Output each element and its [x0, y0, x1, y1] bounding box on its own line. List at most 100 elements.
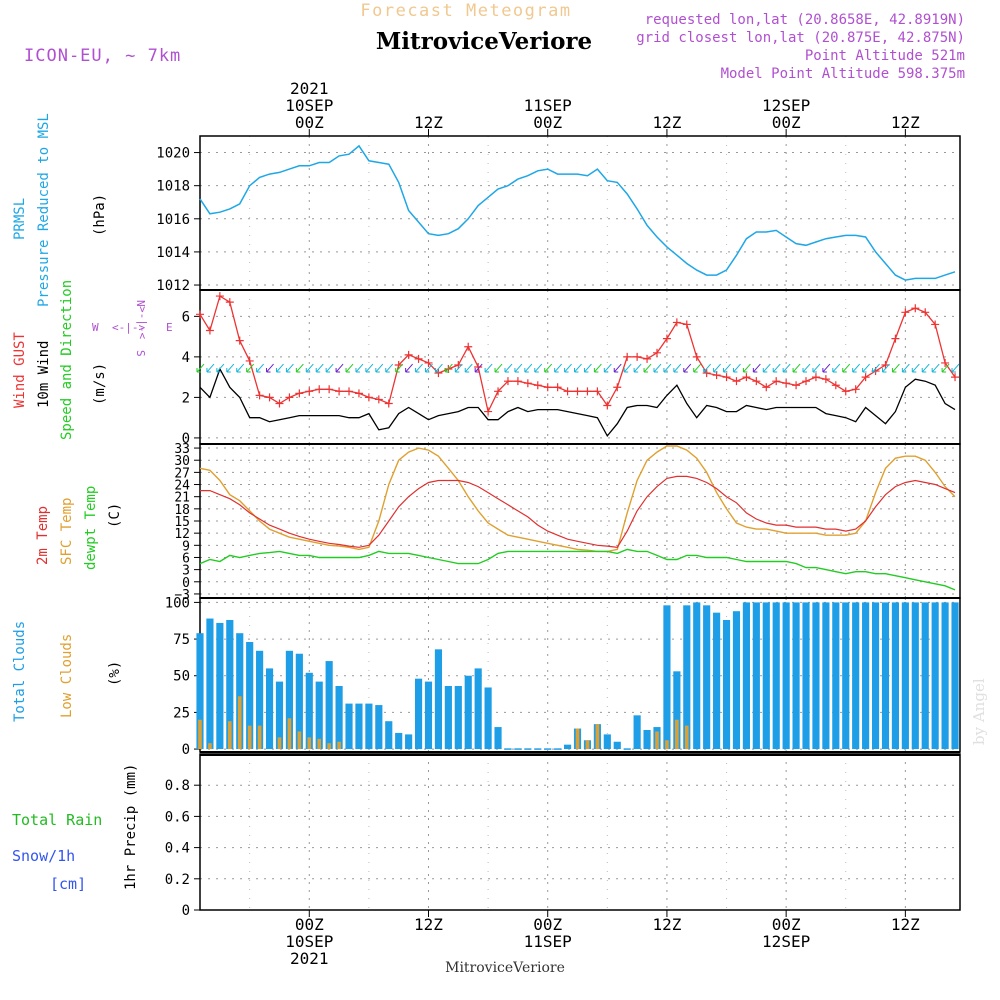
- xtick-bottom-label: 12Z: [652, 915, 681, 934]
- gust-point: [752, 377, 761, 386]
- wind-direction-arrow: [196, 363, 205, 373]
- panel-frame: [199, 753, 961, 911]
- ytick-label: 50: [173, 669, 190, 685]
- total-clouds-bar: [285, 650, 293, 750]
- ytick-label: 24: [174, 479, 190, 494]
- gust-point: [573, 387, 582, 396]
- ytick-label: 100: [165, 595, 190, 611]
- wind-direction-arrow: [524, 363, 533, 373]
- gust-point: [593, 387, 602, 396]
- ytick-label: 0.2: [165, 872, 190, 888]
- total-clouds-bar: [365, 703, 373, 750]
- wind-direction-arrow: [862, 363, 870, 373]
- wind-direction-arrow: [206, 363, 215, 373]
- gust-point: [901, 308, 910, 317]
- ytick-label: 0: [182, 431, 190, 447]
- total-clouds-bar: [862, 602, 870, 750]
- total-clouds-bar: [494, 727, 502, 750]
- ytick-label: 6: [182, 551, 190, 566]
- wind-direction-arrow: [454, 363, 463, 373]
- low-clouds-bar: [327, 743, 331, 750]
- wind-direction-arrow: [842, 363, 851, 373]
- wind-direction-arrow: [911, 363, 920, 373]
- gust-point: [196, 310, 204, 319]
- gust-point: [523, 379, 532, 388]
- ytick-label: 1012: [156, 278, 190, 294]
- wind-direction-arrow: [623, 363, 632, 373]
- wind-direction-arrow: [633, 363, 642, 373]
- ytick-label: 0.4: [165, 841, 190, 857]
- gust-point: [424, 358, 433, 367]
- total-clouds-bar: [713, 612, 721, 750]
- xtick-bottom-label: 00Z: [772, 915, 801, 934]
- wind-direction-arrow: [772, 363, 781, 373]
- pressure-line: [199, 144, 956, 281]
- wind-direction-arrow: [305, 363, 314, 373]
- xtick-top-label: 12SEP: [762, 96, 810, 115]
- gust-point: [384, 399, 393, 408]
- location-title: MitroviceVeriore: [376, 28, 592, 55]
- ytick-label: 15: [174, 515, 190, 530]
- xtick-top-label: 00Z: [533, 113, 562, 132]
- wind-direction-arrow: [881, 363, 890, 373]
- gust-point: [235, 336, 244, 345]
- gust-point: [494, 387, 503, 396]
- compass-rose: W <-|-> E N S >-|-<: [92, 300, 173, 357]
- gust-point: [821, 375, 830, 384]
- low-clouds-bar: [287, 718, 292, 750]
- low-clouds-bar: [575, 728, 580, 750]
- clouds-unit: (%): [107, 661, 123, 686]
- total-clouds-bar: [355, 703, 363, 750]
- low-clouds-bar: [665, 740, 669, 750]
- total-clouds-bar: [345, 703, 353, 750]
- wind-direction-arrow: [603, 363, 612, 373]
- forecast-meteogram-title: Forecast Meteogram: [360, 1, 571, 21]
- wind-direction-arrow: [355, 363, 364, 373]
- total-clouds-bar: [643, 730, 651, 750]
- gust-point: [732, 377, 741, 386]
- ytick-label: 33: [174, 442, 190, 457]
- gust-point: [811, 373, 820, 382]
- gust-point: [295, 389, 304, 398]
- total-clouds-bar: [911, 602, 919, 750]
- total-clouds-bar: [454, 686, 462, 750]
- gust-point: [533, 381, 542, 390]
- gust-point: [354, 389, 363, 398]
- wind-direction-arrow: [713, 363, 721, 373]
- gust-point: [643, 354, 652, 363]
- total-clouds-bar: [722, 620, 731, 750]
- wind-direction-arrow: [544, 363, 553, 373]
- precip-ylabel: 1hr Precip (mm): [123, 764, 139, 890]
- requested-lonlat: requested lon,lat (20.8658E, 42.8919N): [645, 12, 965, 28]
- gust-point: [772, 377, 781, 386]
- xtick-top-label: 12Z: [652, 113, 681, 132]
- total-clouds-bar: [921, 602, 929, 750]
- wind-direction-arrow: [256, 363, 264, 373]
- wind-direction-arrow: [474, 363, 483, 373]
- total-clouds-bar: [693, 602, 701, 750]
- gust-point: [255, 391, 264, 400]
- gust-point: [265, 393, 274, 402]
- total-clouds-bar: [216, 622, 224, 750]
- footer-location: MitroviceVeriore: [445, 960, 565, 976]
- total-clouds-bar: [375, 705, 383, 750]
- ytick-label: 12: [174, 527, 190, 542]
- wind-direction-arrow: [266, 363, 274, 373]
- total-clouds-bar: [395, 732, 403, 750]
- ytick-label: 9: [182, 539, 190, 554]
- compass-south: S: [134, 350, 147, 357]
- temp-dewpt-label: dewpt Temp: [83, 486, 99, 570]
- xtick-top-label: 12Z: [414, 113, 443, 132]
- total-clouds-bar: [673, 671, 681, 750]
- total-clouds-bar: [236, 633, 244, 750]
- wind-direction-arrow: [444, 363, 453, 373]
- wind-direction-arrow: [424, 363, 433, 373]
- plot-layer: 101210141016101810200246−303691215182124…: [156, 79, 961, 968]
- gust-point: [802, 377, 811, 386]
- wind-direction-arrow: [345, 363, 354, 373]
- total-clouds-bar: [941, 602, 949, 750]
- ytick-label: 18: [174, 503, 190, 518]
- wind-direction-arrow: [216, 363, 225, 373]
- total-clouds-bar: [265, 668, 274, 750]
